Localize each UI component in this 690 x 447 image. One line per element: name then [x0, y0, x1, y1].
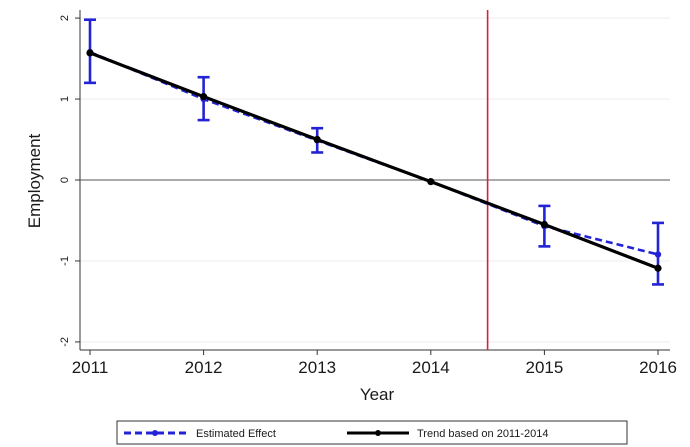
y-tick-label-1: -1 — [59, 256, 71, 266]
x-tick-label-0: 2011 — [72, 358, 109, 377]
x-tick-label-2: 2013 — [298, 358, 336, 377]
x-tick-label-4: 2015 — [525, 358, 563, 377]
point-trend-2 — [313, 135, 321, 144]
point-trend-3 — [427, 178, 435, 186]
grid-lines — [80, 17, 670, 343]
x-tick-label-3: 2014 — [412, 358, 450, 377]
point-trend-4 — [540, 220, 549, 229]
series-line-estimated-effect — [89, 50, 659, 256]
point-trend-5 — [654, 264, 662, 272]
legend-marker-trend — [375, 430, 381, 436]
series-line-trend — [89, 51, 659, 270]
y-tick-label-4: 2 — [59, 15, 71, 21]
y-axis-label: Employment — [25, 133, 44, 228]
x-tick-label-1: 2012 — [185, 358, 223, 377]
series-group — [84, 18, 664, 286]
reference-lines — [80, 10, 670, 350]
axis-ticks: -2 -1 0 1 2 2011 2012 2013 2014 2015 2016 — [59, 15, 677, 377]
y-tick-label-3: 1 — [59, 96, 71, 102]
legend: Estimated Effect Trend based on 2011-201… — [116, 420, 628, 445]
y-tick-label-0: -2 — [59, 337, 71, 347]
y-tick-label-2: 0 — [59, 177, 71, 183]
legend-marker-estimated-effect — [152, 430, 158, 436]
x-axis-label: Year — [360, 385, 395, 404]
legend-label-trend: Trend based on 2011-2014 — [417, 428, 549, 440]
point-trend-1 — [200, 93, 208, 101]
point-trend-0 — [86, 49, 94, 57]
legend-label-estimated-effect: Estimated Effect — [196, 428, 276, 440]
x-tick-label-5: 2016 — [639, 358, 677, 377]
point-estimated-effect-5 — [654, 251, 662, 258]
